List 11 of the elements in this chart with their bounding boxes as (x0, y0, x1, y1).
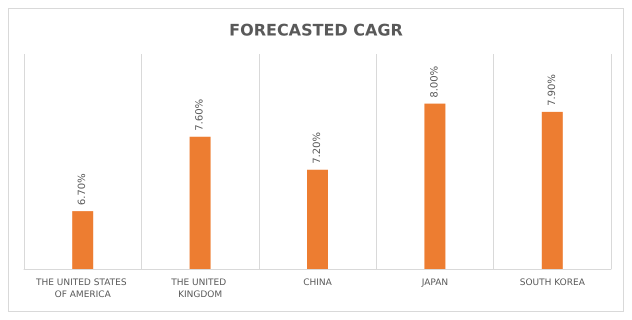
x-tick-label: SOUTH KOREA (520, 278, 586, 288)
chart-title: FORECASTED CAGR (229, 20, 403, 40)
data-label: 8.00% (429, 66, 440, 98)
data-label: 7.60% (194, 98, 206, 131)
x-tick-label: THE UNITED KINGDOM (170, 278, 229, 300)
x-tick-label: JAPAN (420, 278, 448, 288)
data-label: 7.90% (546, 74, 558, 106)
x-tick-label: CHINA (303, 278, 333, 288)
x-tick-label: THE UNITED STATES OF AMERICA (34, 278, 130, 300)
data-label: 6.70% (77, 173, 88, 206)
data-label: 7.20% (312, 132, 323, 164)
